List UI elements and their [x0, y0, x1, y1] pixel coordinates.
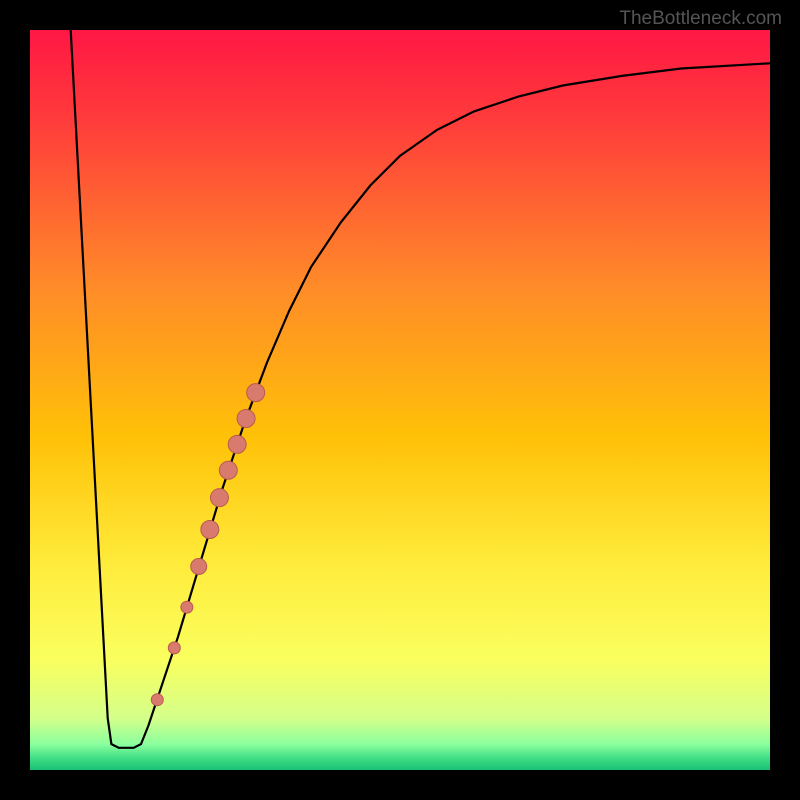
data-marker [219, 461, 237, 479]
chart-background [30, 30, 770, 770]
data-marker [228, 435, 246, 453]
data-marker [210, 489, 228, 507]
data-marker [247, 384, 265, 402]
data-marker [151, 694, 163, 706]
watermark-text: TheBottleneck.com [619, 8, 782, 30]
data-marker [191, 559, 207, 575]
data-marker [237, 410, 255, 428]
chart-svg [30, 30, 770, 770]
data-marker [168, 642, 180, 654]
data-marker [201, 521, 219, 539]
data-marker [181, 601, 193, 613]
